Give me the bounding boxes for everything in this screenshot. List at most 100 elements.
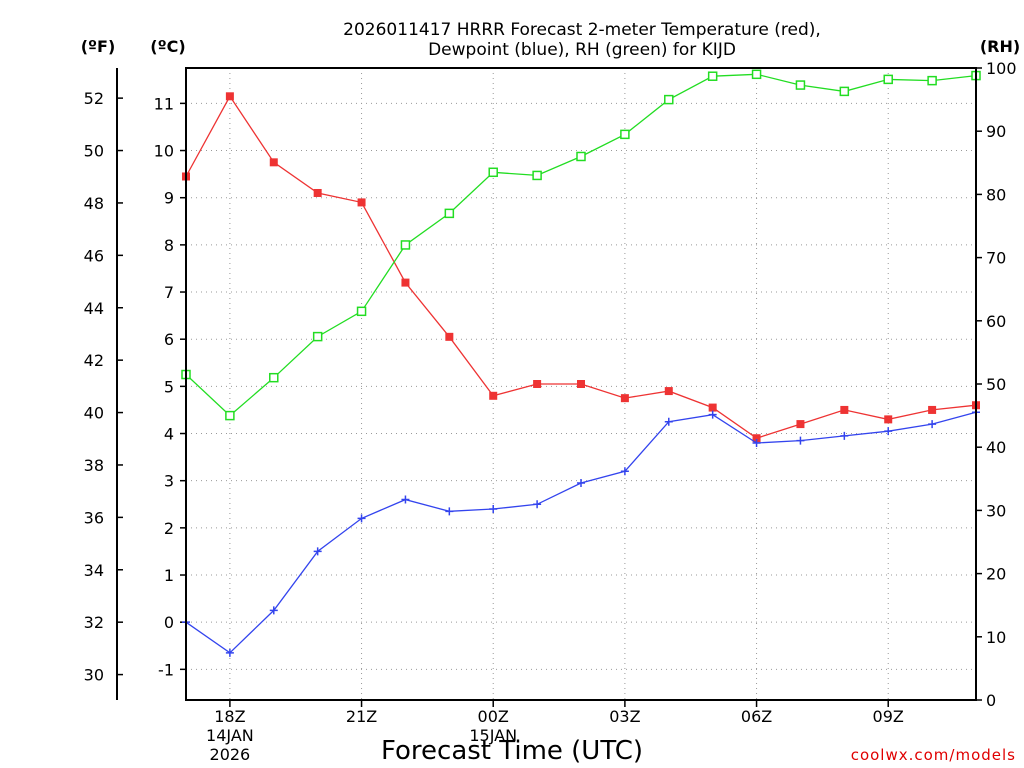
credit-text: coolwx.com/models	[851, 746, 1016, 764]
fahrenheit-tick-label: 42	[84, 351, 104, 370]
rh-axis: 0 10 20 30 40 50 60 70 80 90 100	[976, 59, 1017, 710]
rh-unit-label: (RH)	[980, 37, 1020, 56]
temperature-point	[445, 332, 454, 341]
fahrenheit-tick-label: 30	[84, 666, 104, 685]
rh-tick-label: 70	[986, 249, 1006, 268]
rh-point	[707, 71, 718, 81]
fahrenheit-unit-label: (ºF)	[81, 37, 116, 56]
celsius-tick-label: 0	[164, 613, 174, 632]
fahrenheit-tick-label: 40	[84, 404, 104, 423]
series-rh	[181, 69, 981, 421]
fahrenheit-tick-label: 44	[84, 299, 104, 318]
rh-tick-label: 50	[986, 375, 1006, 394]
x-tick-label: 2026	[210, 745, 251, 764]
rh-tick-label: 10	[986, 628, 1006, 647]
rh-tick-label: 30	[986, 501, 1006, 520]
rh-tick-label: 80	[986, 185, 1006, 204]
rh-point	[488, 167, 498, 178]
celsius-tick-label: 3	[164, 472, 174, 491]
series-dewpoint	[182, 408, 980, 657]
x-tick-label: 18Z	[214, 707, 245, 726]
chart-title-line-2: Dewpoint (blue), RH (green) for KIJD	[428, 40, 736, 60]
rh-tick-label: 0	[986, 691, 996, 710]
dewpoint-point	[752, 438, 761, 447]
fahrenheit-tick-label: 36	[84, 508, 104, 527]
rh-tick-label: 90	[986, 122, 1006, 141]
celsius-tick-label: 8	[164, 236, 174, 255]
celsius-tick-label: 7	[164, 283, 174, 302]
rh-point	[576, 151, 586, 162]
dewpoint-point	[577, 479, 585, 488]
fahrenheit-tick-label: 46	[84, 246, 104, 265]
temperature-point	[401, 278, 410, 287]
temperature-point	[225, 92, 234, 101]
rh-tick-label: 100	[986, 59, 1017, 78]
x-tick-label: 14JAN	[206, 726, 254, 745]
dewpoint-point	[489, 504, 498, 513]
temperature-point	[708, 403, 717, 412]
temperature-point	[928, 405, 937, 414]
chart-title-line-1: 2026011417 HRRR Forecast 2-meter Tempera…	[343, 20, 821, 40]
temperature-point	[840, 405, 849, 414]
x-tick-label: 06Z	[741, 707, 772, 726]
celsius-tick-label: 1	[164, 566, 174, 585]
dewpoint-point	[357, 514, 366, 523]
celsius-tick-label: 2	[164, 519, 174, 538]
temperature-point	[489, 391, 498, 400]
x-tick-label: 03Z	[609, 707, 640, 726]
dewpoint-point	[928, 420, 937, 429]
fahrenheit-tick-label: 52	[84, 89, 104, 108]
celsius-tick-label: 5	[164, 377, 174, 396]
fahrenheit-axis: 30 32 34 36 38 40 42 44 46 48 50 52	[84, 68, 123, 700]
rh-point	[400, 240, 411, 250]
dewpoint-point	[401, 495, 410, 504]
fahrenheit-tick-label: 32	[84, 613, 104, 632]
rh-tick-label: 20	[986, 565, 1006, 584]
temperature-point	[752, 434, 761, 443]
celsius-tick-label: 9	[164, 189, 174, 208]
dewpoint-point	[533, 500, 542, 509]
fahrenheit-tick-label: 34	[84, 561, 104, 580]
celsius-tick-label: 4	[164, 425, 174, 444]
dewpoint-point	[664, 417, 673, 426]
temperature-point	[269, 158, 278, 167]
rh-point	[927, 75, 937, 86]
rh-point	[356, 306, 367, 317]
temperature-point	[577, 380, 585, 388]
celsius-unit-label: (ºC)	[150, 37, 185, 56]
celsius-tick-label: 11	[154, 94, 174, 113]
fahrenheit-tick-label: 38	[84, 456, 104, 475]
celsius-axis: -1 0 1 2 3 4 5 6 7 8 9 10 11	[154, 94, 186, 679]
celsius-tick-label: -1	[158, 660, 174, 679]
plot-frame	[185, 67, 977, 701]
rh-point	[883, 74, 893, 85]
fahrenheit-tick-label: 48	[84, 194, 104, 213]
temperature-point	[533, 380, 542, 388]
x-tick-label: 09Z	[873, 707, 904, 726]
dewpoint-line	[185, 411, 977, 654]
rh-point	[532, 170, 542, 181]
x-tick-label: 15JAN	[469, 726, 517, 745]
dewpoint-point	[225, 648, 234, 657]
rh-point	[620, 129, 630, 140]
rh-point	[312, 331, 323, 342]
temperature-point	[796, 420, 805, 429]
dewpoint-point	[796, 436, 805, 445]
rh-point	[795, 80, 806, 90]
celsius-tick-label: 10	[154, 142, 174, 161]
x-tick-label: 21Z	[346, 707, 377, 726]
temperature-point	[313, 188, 322, 197]
rh-point	[444, 208, 455, 219]
fahrenheit-tick-label: 50	[84, 142, 104, 161]
dewpoint-point	[313, 547, 322, 556]
dewpoint-point	[708, 410, 717, 419]
x-axis-title: Forecast Time (UTC)	[381, 736, 643, 766]
rh-point	[225, 410, 235, 421]
temperature-point	[357, 198, 366, 207]
x-tick-label: 00Z	[478, 707, 509, 726]
series-temperature	[182, 92, 980, 443]
dewpoint-point	[884, 427, 893, 436]
rh-point	[269, 372, 279, 383]
dewpoint-point	[269, 606, 278, 615]
